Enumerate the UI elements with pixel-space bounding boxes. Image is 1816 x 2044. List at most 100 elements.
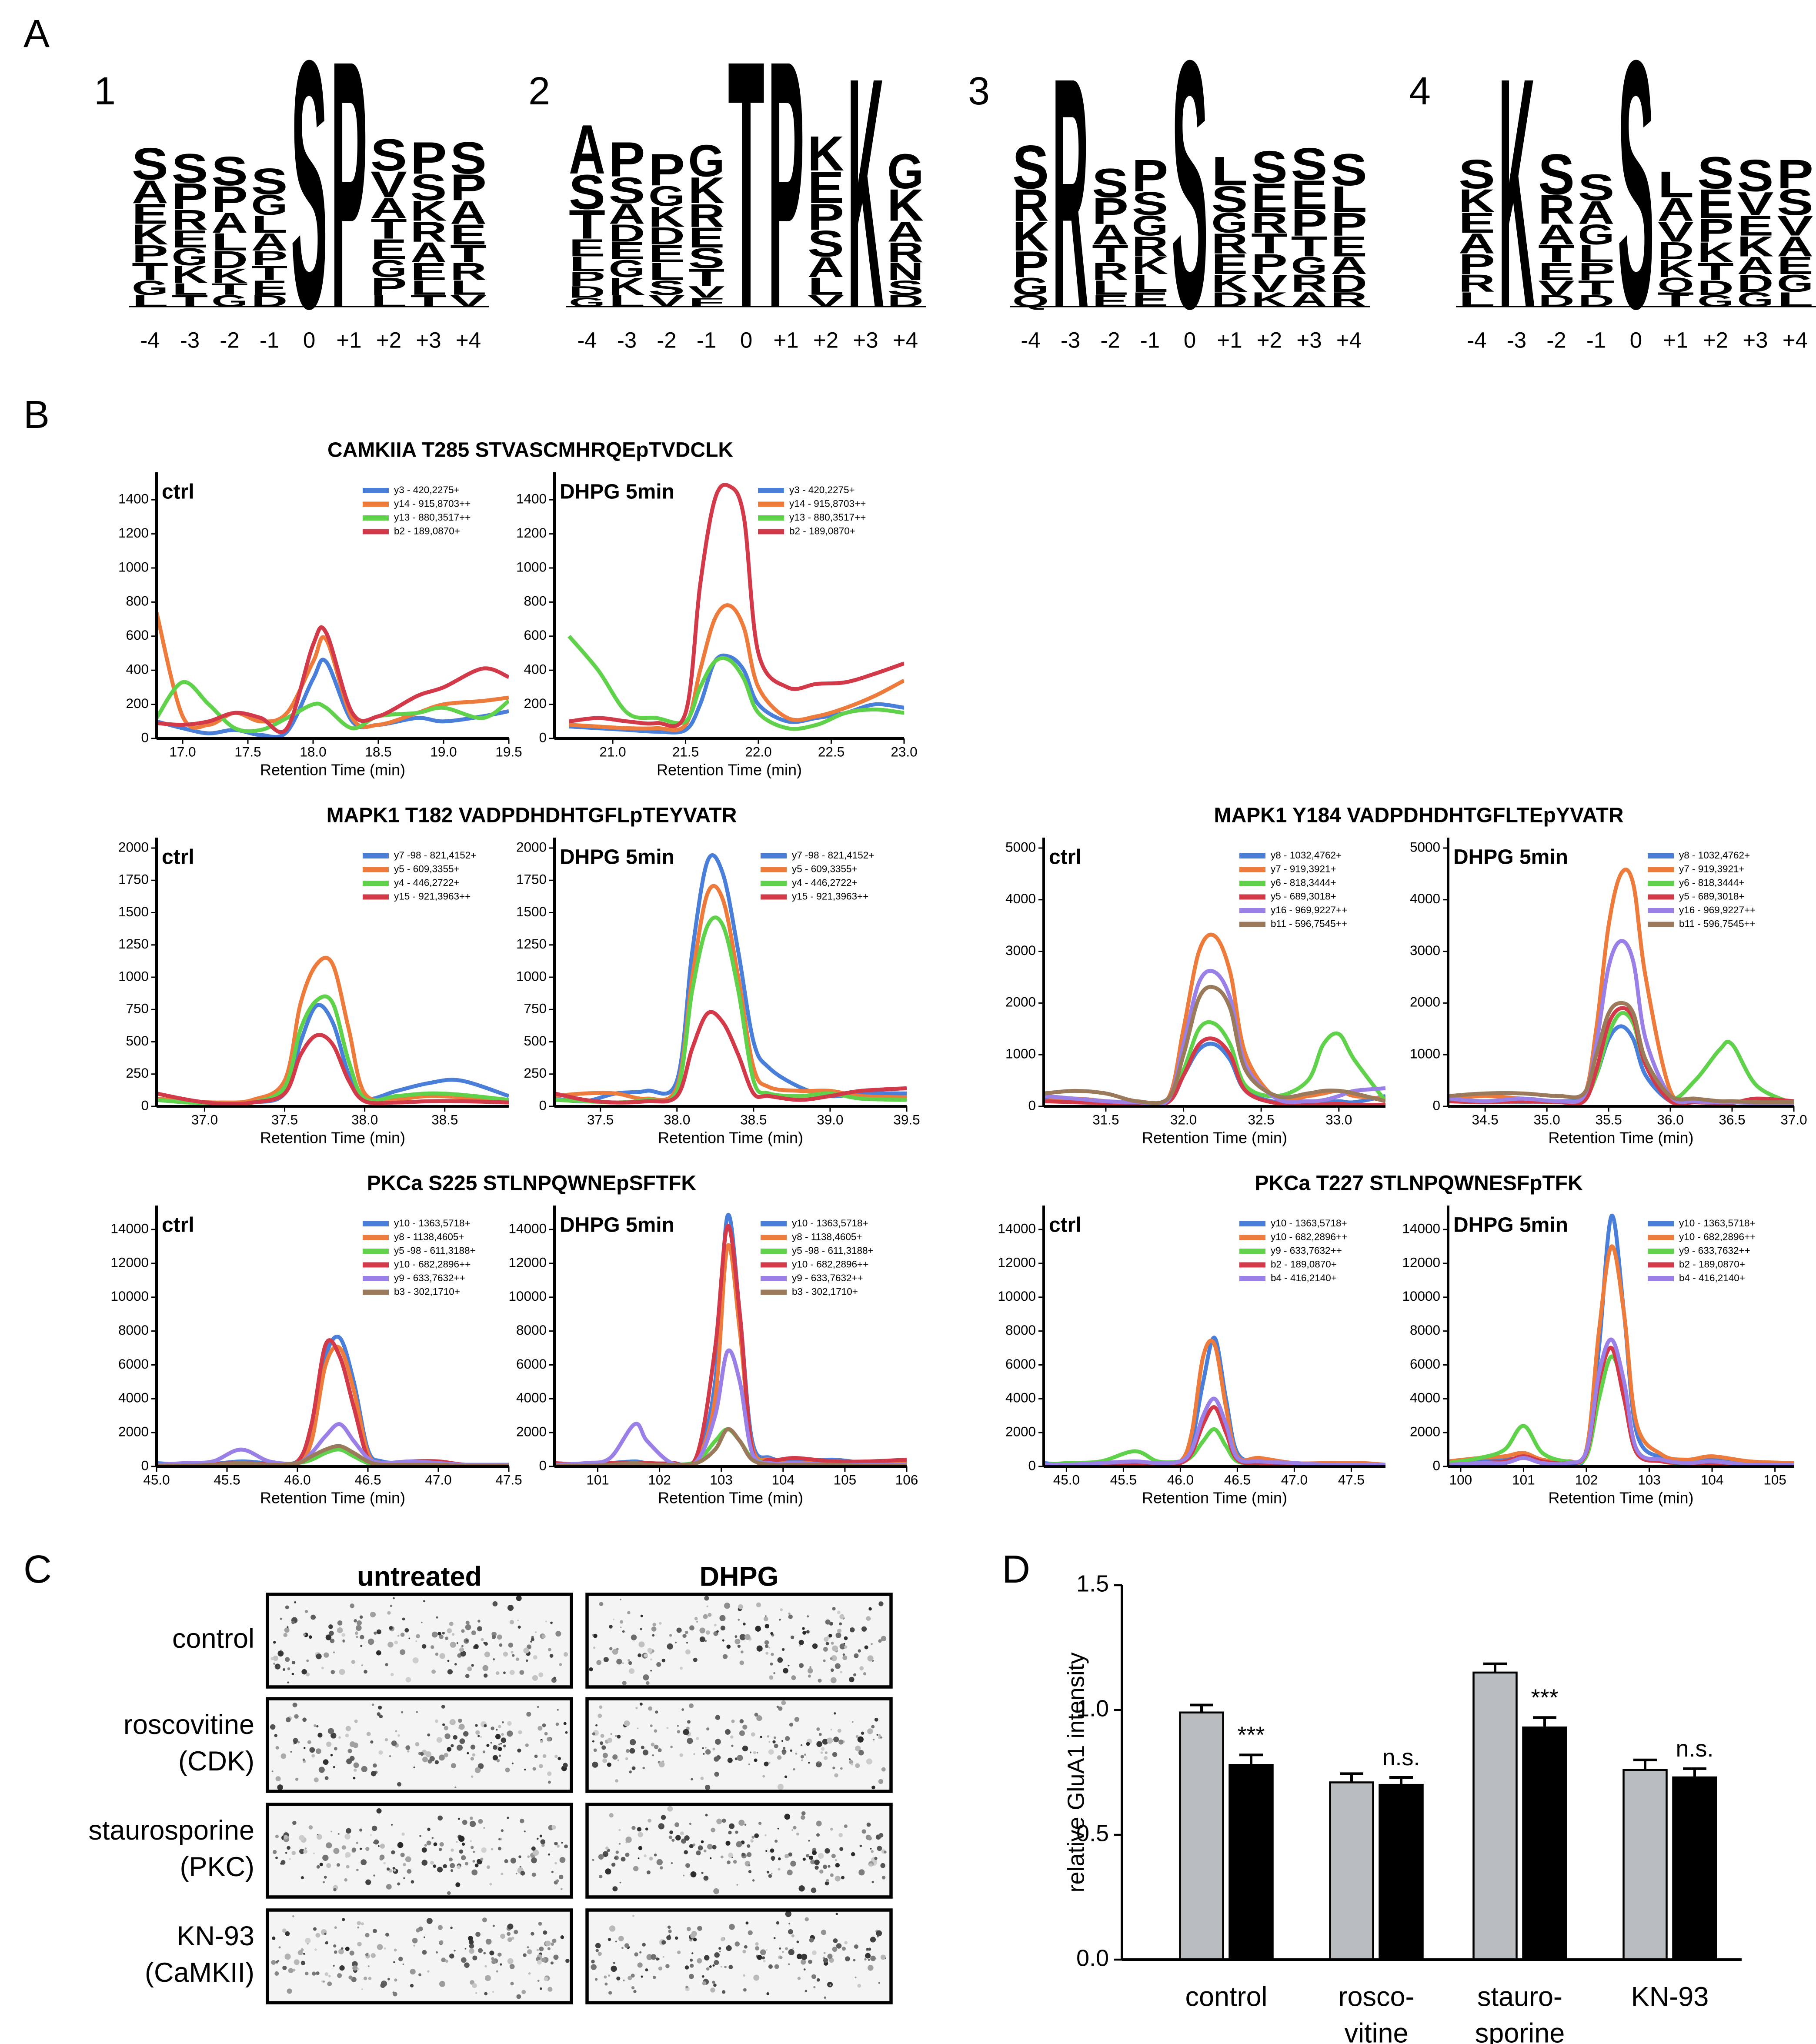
x-tick-label: sporine <box>1475 2018 1565 2044</box>
speckle <box>691 1952 694 1954</box>
speckle <box>777 1827 779 1830</box>
speckle <box>863 1672 867 1676</box>
micrograph-frame <box>266 1908 573 2004</box>
speckle <box>713 1888 719 1894</box>
logo-letter: P <box>1777 151 1813 197</box>
speckle <box>654 1729 658 1733</box>
speckle <box>507 1924 514 1930</box>
x-tick-label: 38.0 <box>664 1112 690 1127</box>
logo-letter: R <box>1251 207 1288 239</box>
x-tick-label: 45.5 <box>214 1472 240 1487</box>
micrograph <box>266 1697 573 1793</box>
logo-letter: T <box>1657 288 1694 311</box>
speckle <box>507 1604 514 1611</box>
speckle <box>744 1634 751 1640</box>
speckle <box>342 1639 345 1642</box>
speckle <box>478 1948 483 1953</box>
speckle <box>709 1857 712 1859</box>
y-tick-label: 400 <box>126 661 149 677</box>
speckle <box>865 1953 871 1959</box>
logo-letter: S <box>1172 0 1208 382</box>
speckle <box>474 1863 479 1867</box>
speckle <box>840 1767 843 1770</box>
speckle <box>712 1981 715 1984</box>
speckle <box>724 1603 731 1609</box>
speckle <box>416 1634 420 1639</box>
bar <box>1622 1769 1668 1961</box>
speckle <box>738 1604 743 1610</box>
speckle <box>477 1735 480 1737</box>
speckle <box>660 1866 663 1870</box>
speckle <box>480 1857 484 1861</box>
speckle <box>459 1647 464 1652</box>
speckle <box>679 1753 683 1757</box>
speckle <box>625 1852 630 1857</box>
chart-title: PKCa T227 STLNPQWNESFpTFK <box>1255 1172 1583 1195</box>
speckle <box>544 1732 548 1736</box>
speckle <box>712 1747 715 1750</box>
speckle <box>720 1625 725 1631</box>
speckle <box>295 1777 299 1781</box>
speckle <box>554 1841 558 1846</box>
logo-letter: K <box>132 218 168 250</box>
speckle <box>806 1742 810 1746</box>
speckle <box>311 1754 315 1758</box>
speckle <box>325 1941 328 1945</box>
speckle <box>715 1739 721 1745</box>
position-label: 0 <box>740 327 752 352</box>
speckle <box>830 1827 833 1831</box>
speckle <box>393 1961 395 1964</box>
speckle <box>477 1620 481 1623</box>
micrograph-frame <box>266 1593 573 1689</box>
logo-letter: R <box>1459 270 1495 297</box>
speckle <box>706 1605 708 1607</box>
speckle <box>595 1949 599 1952</box>
speckle <box>275 1961 278 1964</box>
logo-letter: K <box>648 200 685 233</box>
y-tick-label: 0 <box>539 1457 547 1473</box>
speckle <box>854 1653 859 1658</box>
row-label: control <box>172 1623 254 1654</box>
logo-letter: P <box>648 144 685 195</box>
speckle <box>314 1948 317 1951</box>
logo-letter: G <box>251 189 288 221</box>
speckle <box>701 1840 704 1844</box>
speckle <box>346 1865 350 1869</box>
speckle <box>752 1879 755 1882</box>
speckle <box>275 1776 281 1782</box>
speckle <box>523 1647 529 1654</box>
speckle <box>540 1839 545 1844</box>
speckle <box>861 1829 866 1834</box>
logo-letter: A <box>887 215 924 247</box>
speckle <box>855 1745 861 1752</box>
speckle <box>507 1730 513 1737</box>
speckle <box>598 1854 604 1860</box>
micrograph-bg <box>587 1698 891 1791</box>
series-line <box>157 1422 509 1466</box>
logo-letter: V <box>688 283 725 301</box>
speckle <box>766 1992 770 1995</box>
speckle <box>531 1636 534 1639</box>
y-tick-label: 3000 <box>1005 942 1036 958</box>
speckle <box>802 1627 805 1630</box>
micrograph-frame <box>585 1593 893 1689</box>
logo-letter: E <box>1211 248 1248 280</box>
series-line <box>157 658 509 738</box>
chart-title: MAPK1 T182 VADPDHDHTGFLpTEYVATR <box>327 804 737 827</box>
speckle <box>839 1643 846 1650</box>
speckle <box>797 1977 801 1980</box>
speckle <box>317 1733 323 1738</box>
speckle <box>689 1703 694 1708</box>
speckle <box>421 1860 428 1866</box>
speckle <box>303 1633 306 1636</box>
speckle <box>712 1964 715 1967</box>
x-tick-label: 17.0 <box>169 744 196 759</box>
y-tick-label: 0.5 <box>1076 1820 1109 1846</box>
speckle <box>410 1969 416 1975</box>
speckle <box>274 1734 277 1737</box>
speckle <box>763 1960 766 1963</box>
speckle <box>853 1673 857 1677</box>
legend-label: y7 - 919,3921+ <box>1271 863 1336 874</box>
